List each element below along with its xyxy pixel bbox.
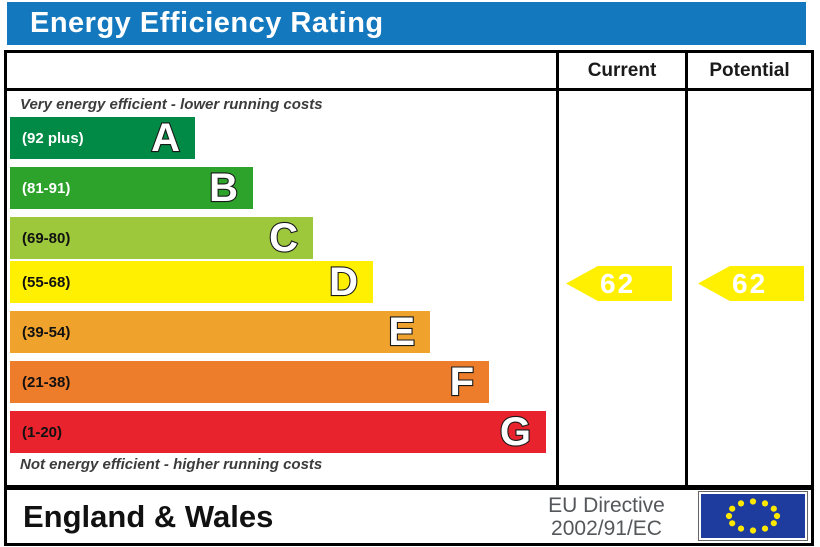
band-letter: D: [328, 260, 359, 304]
current-rating-arrow: 62: [566, 266, 672, 301]
column-header-current: Current: [587, 59, 657, 81]
band-g: (1-20) G: [10, 411, 546, 453]
band-range-label: (69-80): [22, 229, 71, 247]
band-f: (21-38) F: [10, 361, 489, 403]
rating-table: Current Potential Very energy efficient …: [4, 50, 814, 488]
band-range-label: (55-68): [22, 273, 71, 291]
eu-directive-line2: 2002/91/EC: [551, 516, 662, 540]
column-header-potential: Potential: [709, 59, 790, 81]
page-title: Energy Efficiency Rating: [30, 7, 384, 39]
band-range-label: (92 plus): [22, 129, 84, 147]
band-c: (69-80) C: [10, 217, 313, 259]
band-a: (92 plus) A: [10, 117, 195, 159]
band-letter: E: [387, 310, 416, 354]
caption-top: Very energy efficient - lower running co…: [20, 96, 323, 113]
band-b: (81-91) B: [10, 167, 253, 209]
title-bar: Energy Efficiency Rating: [7, 2, 806, 45]
band-e: (39-54) E: [10, 311, 430, 353]
footer: England & Wales EU Directive 2002/91/EC: [4, 488, 814, 546]
eu-directive-line1: EU Directive: [548, 493, 665, 517]
table-header-row: Current Potential: [7, 53, 811, 91]
band-range-label: (21-38): [22, 373, 71, 391]
band-letter: G: [499, 410, 532, 454]
eu-directive-label: EU Directive 2002/91/EC: [523, 490, 690, 543]
column-divider-potential: [685, 53, 688, 485]
band-range-label: (39-54): [22, 323, 71, 341]
band-range-label: (1-20): [22, 423, 63, 441]
band-letter: A: [150, 116, 181, 160]
band-d: (55-68) D: [10, 261, 373, 303]
eu-flag-icon: [698, 491, 808, 541]
column-divider-current: [556, 53, 559, 485]
band-letter: B: [208, 166, 239, 210]
region-label: England & Wales: [23, 498, 274, 534]
band-letter: F: [448, 360, 475, 404]
band-range-label: (81-91): [22, 179, 71, 197]
caption-bottom: Not energy efficient - higher running co…: [20, 456, 323, 473]
band-letter: C: [268, 216, 299, 260]
potential-rating-arrow: 62: [698, 266, 804, 301]
